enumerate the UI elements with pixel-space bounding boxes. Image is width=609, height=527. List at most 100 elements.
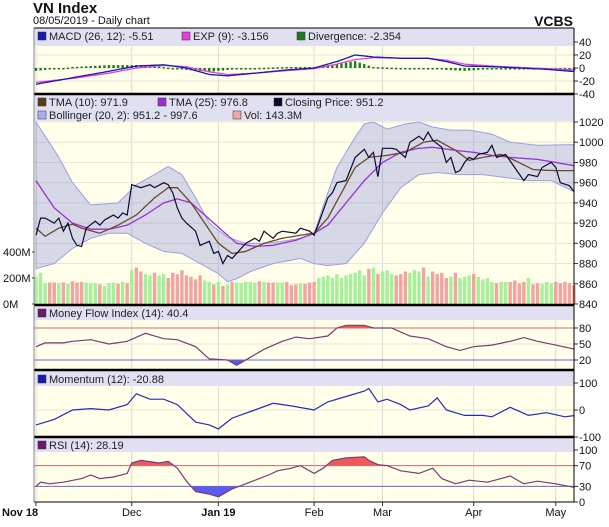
volume-bar	[522, 281, 526, 304]
volume-bar	[52, 282, 56, 304]
divergence-bar	[568, 68, 571, 71]
divergence-bar	[271, 67, 275, 69]
divergence-bar	[43, 68, 47, 70]
y-tick-label-momentum: 100	[579, 378, 597, 390]
legend-swatch-rsi	[37, 440, 47, 450]
volume-bar	[335, 274, 339, 304]
y-tick-label-price: 880	[579, 259, 597, 271]
divergence-bar	[112, 65, 115, 68]
legend-swatch-exp	[181, 31, 191, 41]
volume-bar	[198, 275, 202, 304]
divergence-bar	[180, 68, 184, 70]
volume-bar	[257, 281, 262, 304]
divergence-bar	[495, 68, 498, 70]
volume-bar	[89, 283, 93, 304]
divergence-bar	[167, 67, 170, 70]
volume-bar	[430, 271, 435, 304]
divergence-bar	[217, 68, 220, 71]
x-tick-label: May	[545, 507, 566, 519]
volume-bar	[125, 283, 129, 304]
y-tick-label-rsi: 70	[579, 461, 591, 473]
volume-bar	[116, 283, 120, 304]
divergence-bar	[290, 67, 293, 69]
divergence-bar	[367, 65, 371, 68]
volume-bar	[193, 279, 198, 304]
divergence-bar	[422, 68, 425, 70]
volume-bar	[221, 285, 225, 304]
legends: MACD (26, 12): -5.51 EXP (9): -3.156 Div…	[37, 31, 401, 452]
panel-rsi-legend-band	[34, 437, 574, 452]
divergence-bar	[171, 68, 174, 70]
closing-price-line	[35, 130, 575, 266]
divergence-bar	[299, 67, 302, 69]
volume-bar	[417, 271, 421, 304]
volume-bar	[66, 283, 70, 304]
divergence-bar	[490, 68, 494, 70]
divergence-bar	[404, 68, 407, 70]
volume-bar	[161, 274, 166, 304]
divergence-bar	[285, 67, 288, 69]
y-tick-label-momentum: -100	[579, 432, 601, 444]
volume-bar	[471, 274, 476, 304]
volume-bar	[266, 282, 271, 304]
volume-bar	[348, 274, 353, 304]
y-tick-label-price: 1020	[579, 117, 603, 129]
volume-bar	[499, 281, 503, 304]
divergence-bar	[139, 65, 143, 68]
volume-bar	[294, 284, 298, 304]
volume-bar	[426, 276, 430, 304]
chart-marks	[34, 54, 576, 498]
divergence-bar	[303, 67, 307, 69]
y-tick-label-rsi: 0	[579, 497, 585, 509]
divergence-bar	[53, 68, 56, 70]
volume-bar	[271, 282, 275, 304]
volume-bar	[330, 278, 335, 304]
volume-bar	[326, 275, 330, 304]
divergence-bar	[385, 67, 389, 70]
volume-bar	[567, 283, 572, 304]
volume-bar	[102, 285, 107, 304]
volume-bar	[540, 284, 544, 304]
divergence-bar	[445, 68, 448, 70]
divergence-bar	[208, 68, 211, 72]
divergence-bar	[477, 68, 480, 70]
volume-bar	[462, 276, 467, 304]
volume-bar	[508, 281, 512, 304]
tma25-line	[35, 146, 575, 248]
volume-bar	[244, 281, 248, 304]
volume-bar	[394, 275, 398, 304]
volume-bar	[239, 283, 243, 304]
volume-bar	[481, 279, 485, 304]
volume-bar	[143, 274, 148, 304]
divergence-bar	[244, 68, 247, 70]
volume-bar	[111, 282, 116, 304]
volume-bar	[312, 281, 316, 304]
y-tick-label-rsi: 30	[579, 481, 591, 493]
y-tick-label-momentum: 0	[579, 405, 585, 417]
legend-swatch-volume	[232, 110, 242, 120]
y-tick-label-price: 920	[579, 218, 597, 230]
divergence-bar	[349, 61, 352, 68]
legend-swatch-divergence	[296, 31, 306, 41]
volume-bar	[376, 274, 380, 304]
volume-bar	[367, 268, 371, 304]
divergence-bar	[390, 67, 393, 70]
volume-bar	[458, 278, 462, 304]
volume-bar	[307, 282, 312, 304]
divergence-bar	[458, 68, 462, 71]
brand-label: VCBS	[534, 13, 573, 29]
volume-bar	[93, 283, 97, 304]
divergence-bar	[34, 68, 38, 71]
divergence-bar	[363, 64, 366, 68]
y-tick-label-mfi: 20	[579, 355, 591, 367]
divergence-bar	[563, 68, 567, 70]
divergence-bar	[262, 67, 266, 70]
volume-bar	[84, 282, 88, 304]
legend-swatch-mfi	[37, 308, 47, 318]
x-tick-label: Dec	[122, 507, 142, 519]
volume-bar	[440, 272, 444, 304]
divergence-bar	[449, 68, 453, 71]
divergence-bar	[239, 68, 243, 70]
y-tick-label-price: 860	[579, 279, 597, 291]
volume-bar	[98, 284, 102, 304]
